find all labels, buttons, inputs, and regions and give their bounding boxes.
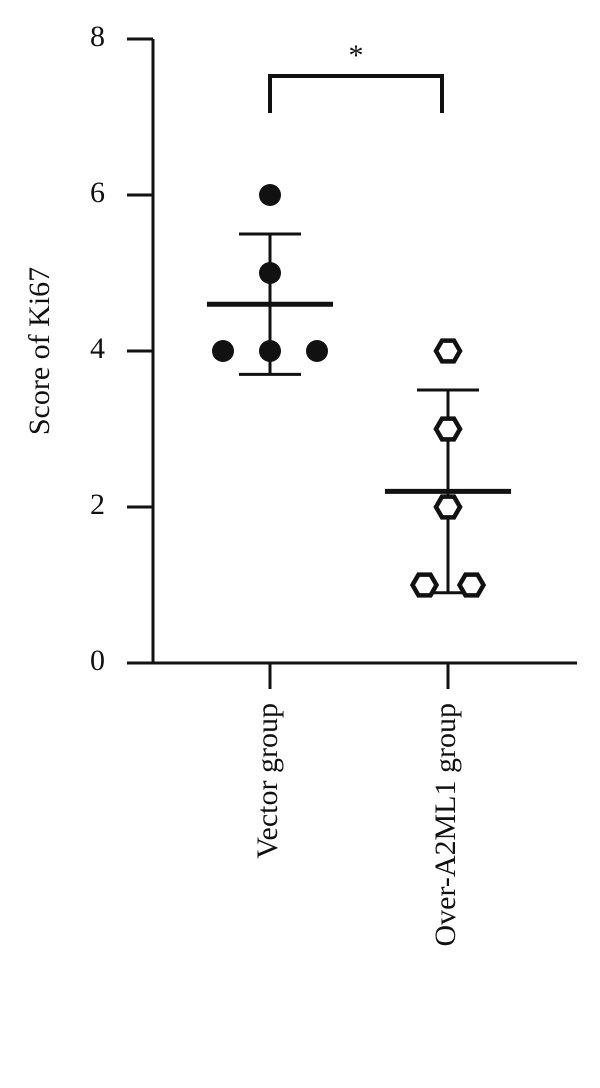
point: [306, 340, 328, 362]
y-tick-label: 4: [90, 332, 105, 365]
point: [409, 572, 440, 598]
significance-label: *: [349, 39, 364, 72]
point: [456, 572, 487, 598]
point: [259, 262, 281, 284]
point: [259, 340, 281, 362]
significance-bracket: [268, 74, 444, 113]
point: [433, 338, 463, 364]
y-tick-label: 6: [90, 176, 105, 209]
point: [212, 340, 234, 362]
x-tick-label: Over-A2ML1 group: [429, 703, 462, 947]
point: [433, 494, 463, 520]
y-axis-label: Score of Ki67: [23, 267, 56, 435]
point: [433, 416, 463, 442]
y-tick-label: 2: [90, 488, 105, 521]
point: [259, 184, 281, 206]
y-tick-label: 0: [90, 644, 105, 677]
x-tick-label: Vector group: [251, 703, 284, 859]
y-tick-label: 8: [90, 20, 105, 53]
